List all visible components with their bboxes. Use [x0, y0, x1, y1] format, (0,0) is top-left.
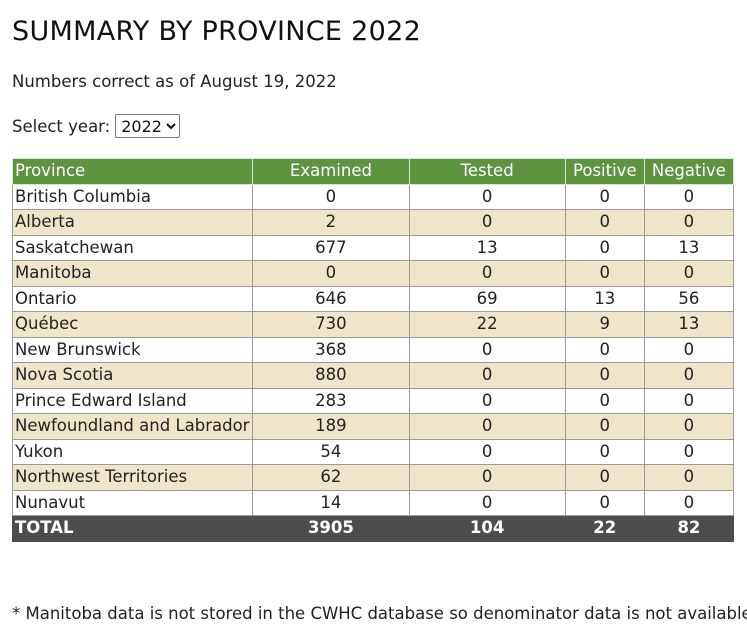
- table-row: Northwest Territories 62 0 0 0: [11, 464, 735, 491]
- province-cell: Alberta: [11, 209, 254, 236]
- header-positive: Positive: [564, 158, 645, 185]
- header-tested: Tested: [408, 158, 566, 185]
- examined-cell: 283: [252, 387, 410, 414]
- table-row: Prince Edward Island 283 0 0 0: [11, 387, 735, 414]
- examined-cell: 880: [252, 362, 410, 389]
- tested-cell: 0: [408, 260, 566, 287]
- examined-cell: 730: [252, 311, 410, 338]
- tested-cell: 0: [408, 209, 566, 236]
- table-row: Alberta 2 0 0 0: [11, 209, 735, 236]
- positive-cell: 0: [564, 260, 645, 287]
- province-cell: Nunavut: [11, 489, 254, 516]
- examined-cell: 368: [252, 336, 410, 363]
- negative-cell: 0: [643, 209, 735, 236]
- negative-cell: 0: [643, 362, 735, 389]
- province-cell: Saskatchewan: [11, 234, 254, 261]
- positive-cell: 0: [564, 413, 645, 440]
- province-cell: British Columbia: [11, 183, 254, 210]
- province-cell: Yukon: [11, 438, 254, 465]
- table-row: Saskatchewan 677 13 0 13: [11, 234, 735, 261]
- tested-cell: 0: [408, 464, 566, 491]
- province-cell: Nova Scotia: [11, 362, 254, 389]
- table-header-row: Province Examined Tested Positive Negati…: [11, 158, 735, 185]
- table-row: Ontario 646 69 13 56: [11, 285, 735, 312]
- positive-cell: 0: [564, 362, 645, 389]
- examined-cell: 14: [252, 489, 410, 516]
- total-negative: 82: [643, 515, 735, 542]
- tested-cell: 0: [408, 387, 566, 414]
- province-cell: Québec: [11, 311, 254, 338]
- header-negative: Negative: [643, 158, 735, 185]
- header-examined: Examined: [252, 158, 410, 185]
- negative-cell: 0: [643, 183, 735, 210]
- table-row: Nova Scotia 880 0 0 0: [11, 362, 735, 389]
- total-tested: 104: [408, 515, 566, 542]
- examined-cell: 0: [252, 260, 410, 287]
- page-title: SUMMARY BY PROVINCE 2022: [12, 16, 422, 47]
- tested-cell: 0: [408, 413, 566, 440]
- positive-cell: 0: [564, 183, 645, 210]
- positive-cell: 0: [564, 489, 645, 516]
- tested-cell: 0: [408, 438, 566, 465]
- province-cell: Manitoba: [11, 260, 254, 287]
- year-selector-row: Select year: 2022: [12, 114, 181, 138]
- negative-cell: 0: [643, 387, 735, 414]
- negative-cell: 0: [643, 413, 735, 440]
- total-label: TOTAL: [11, 515, 254, 542]
- positive-cell: 9: [564, 311, 645, 338]
- examined-cell: 62: [252, 464, 410, 491]
- examined-cell: 677: [252, 234, 410, 261]
- province-summary-table: Province Examined Tested Positive Negati…: [11, 158, 735, 542]
- negative-cell: 0: [643, 336, 735, 363]
- table-row: Nunavut 14 0 0 0: [11, 489, 735, 516]
- negative-cell: 0: [643, 438, 735, 465]
- examined-cell: 189: [252, 413, 410, 440]
- examined-cell: 54: [252, 438, 410, 465]
- positive-cell: 0: [564, 438, 645, 465]
- manitoba-footnote: * Manitoba data is not stored in the CWH…: [12, 604, 747, 623]
- examined-cell: 2: [252, 209, 410, 236]
- province-cell: Newfoundland and Labrador: [11, 413, 254, 440]
- tested-cell: 22: [408, 311, 566, 338]
- tested-cell: 0: [408, 489, 566, 516]
- tested-cell: 0: [408, 362, 566, 389]
- header-province: Province: [11, 158, 254, 185]
- total-row: TOTAL 3905 104 22 82: [11, 515, 735, 542]
- total-positive: 22: [564, 515, 645, 542]
- positive-cell: 0: [564, 387, 645, 414]
- positive-cell: 0: [564, 464, 645, 491]
- province-cell: Ontario: [11, 285, 254, 312]
- negative-cell: 0: [643, 260, 735, 287]
- table-row: New Brunswick 368 0 0 0: [11, 336, 735, 363]
- table-row: British Columbia 0 0 0 0: [11, 183, 735, 210]
- table-row: Manitoba 0 0 0 0: [11, 260, 735, 287]
- total-examined: 3905: [252, 515, 410, 542]
- negative-cell: 0: [643, 489, 735, 516]
- tested-cell: 69: [408, 285, 566, 312]
- tested-cell: 0: [408, 183, 566, 210]
- examined-cell: 0: [252, 183, 410, 210]
- tested-cell: 0: [408, 336, 566, 363]
- positive-cell: 0: [564, 209, 645, 236]
- positive-cell: 0: [564, 234, 645, 261]
- table-row: Yukon 54 0 0 0: [11, 438, 735, 465]
- negative-cell: 56: [643, 285, 735, 312]
- tested-cell: 13: [408, 234, 566, 261]
- table-row: Newfoundland and Labrador 189 0 0 0: [11, 413, 735, 440]
- data-updated-note: Numbers correct as of August 19, 2022: [12, 72, 337, 91]
- province-cell: Prince Edward Island: [11, 387, 254, 414]
- positive-cell: 0: [564, 336, 645, 363]
- negative-cell: 13: [643, 234, 735, 261]
- year-select[interactable]: 2022: [115, 114, 181, 138]
- negative-cell: 0: [643, 464, 735, 491]
- negative-cell: 13: [643, 311, 735, 338]
- positive-cell: 13: [564, 285, 645, 312]
- province-cell: New Brunswick: [11, 336, 254, 363]
- table-row: Québec 730 22 9 13: [11, 311, 735, 338]
- province-cell: Northwest Territories: [11, 464, 254, 491]
- year-select-label: Select year:: [12, 116, 111, 136]
- examined-cell: 646: [252, 285, 410, 312]
